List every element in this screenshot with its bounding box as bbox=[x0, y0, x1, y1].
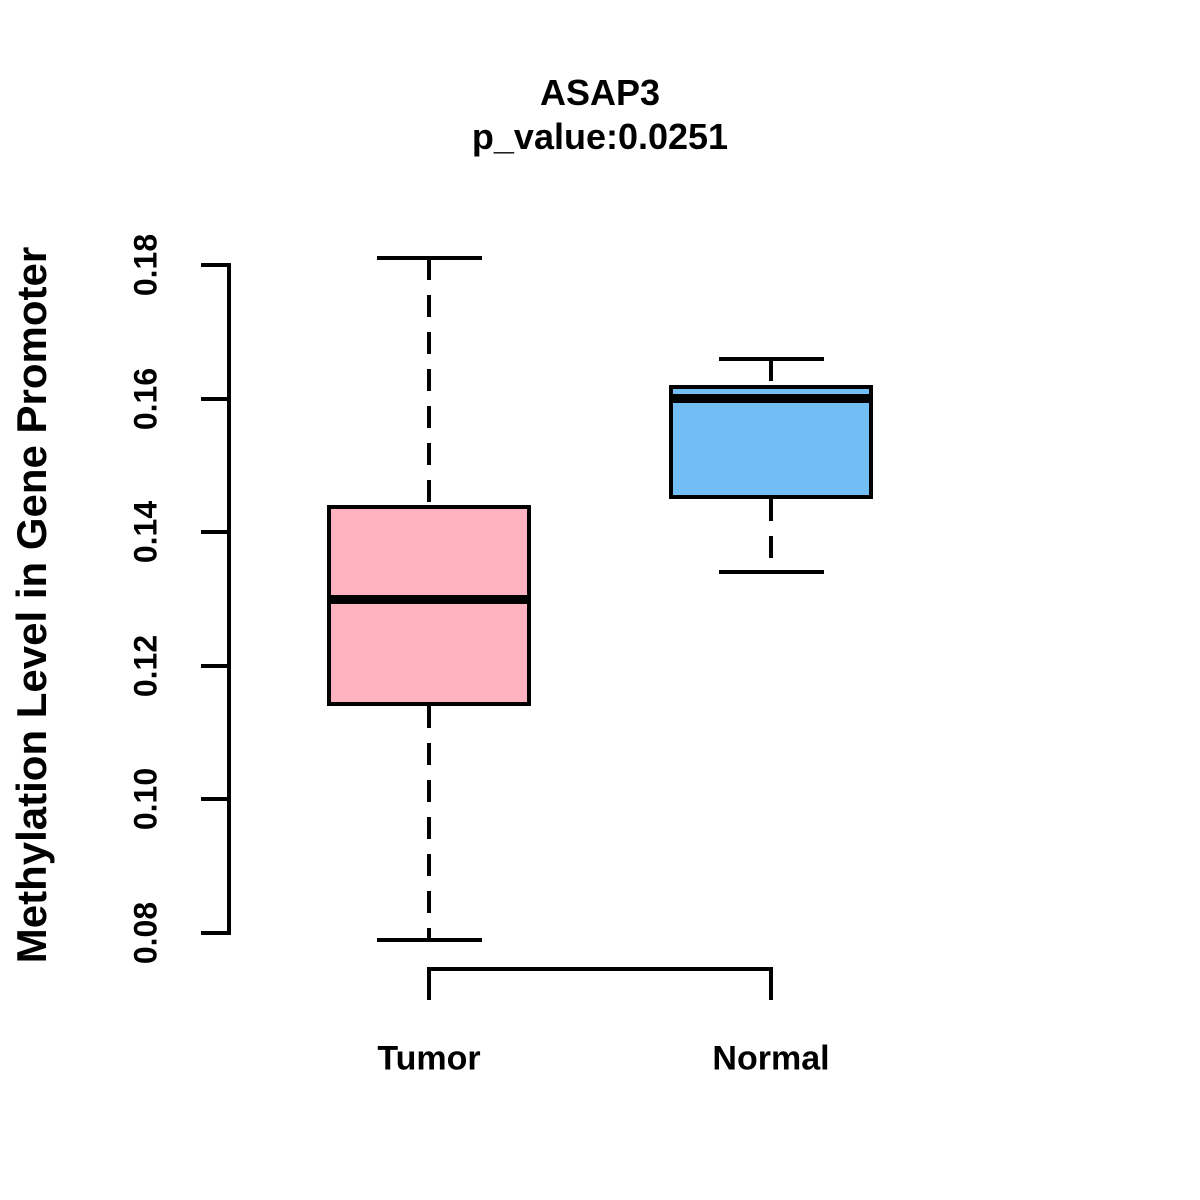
upper-whisker-tumor bbox=[427, 258, 431, 506]
y-tick bbox=[201, 663, 229, 668]
lower-whisker-cap-normal bbox=[718, 570, 824, 575]
y-tick-label-text: 0.18 bbox=[127, 233, 164, 297]
y-tick-label-text: 0.12 bbox=[127, 634, 164, 697]
y-tick-label-text: 0.16 bbox=[127, 367, 164, 430]
box-normal bbox=[669, 385, 873, 499]
x-label-normal-text: Normal bbox=[712, 1039, 830, 1078]
y-tick-label-text: 0.14 bbox=[127, 501, 164, 564]
chart-subtitle: p_value:0.0251 bbox=[471, 116, 729, 157]
y-tick-label-text: 0.08 bbox=[127, 901, 164, 965]
y-tick bbox=[201, 396, 229, 401]
y-tick-label-text: 0.10 bbox=[127, 768, 164, 831]
upper-whisker-normal bbox=[769, 358, 773, 386]
x-label-tumor-text: Tumor bbox=[377, 1039, 481, 1078]
median-line-normal bbox=[669, 394, 873, 404]
y-tick bbox=[201, 530, 229, 535]
median-line-tumor bbox=[327, 594, 531, 604]
lower-whisker-cap-tumor bbox=[376, 937, 482, 942]
y-axis-line bbox=[227, 263, 231, 935]
upper-whisker-cap-normal bbox=[718, 356, 824, 361]
upper-whisker-cap-tumor bbox=[376, 256, 482, 261]
y-tick bbox=[201, 797, 229, 802]
y-tick bbox=[201, 263, 229, 267]
y-tick bbox=[201, 931, 229, 935]
x-axis-tick-tumor bbox=[427, 967, 431, 1000]
lower-whisker-normal bbox=[769, 498, 773, 573]
lower-whisker-tumor bbox=[427, 705, 431, 940]
x-axis-tick-normal bbox=[769, 967, 773, 1000]
box-tumor bbox=[327, 505, 531, 706]
y-axis-title-text: Methylation Level in Gene Promoter bbox=[8, 246, 55, 964]
chart-title: ASAP3 bbox=[539, 72, 661, 113]
x-axis-bracket-line bbox=[427, 967, 773, 971]
